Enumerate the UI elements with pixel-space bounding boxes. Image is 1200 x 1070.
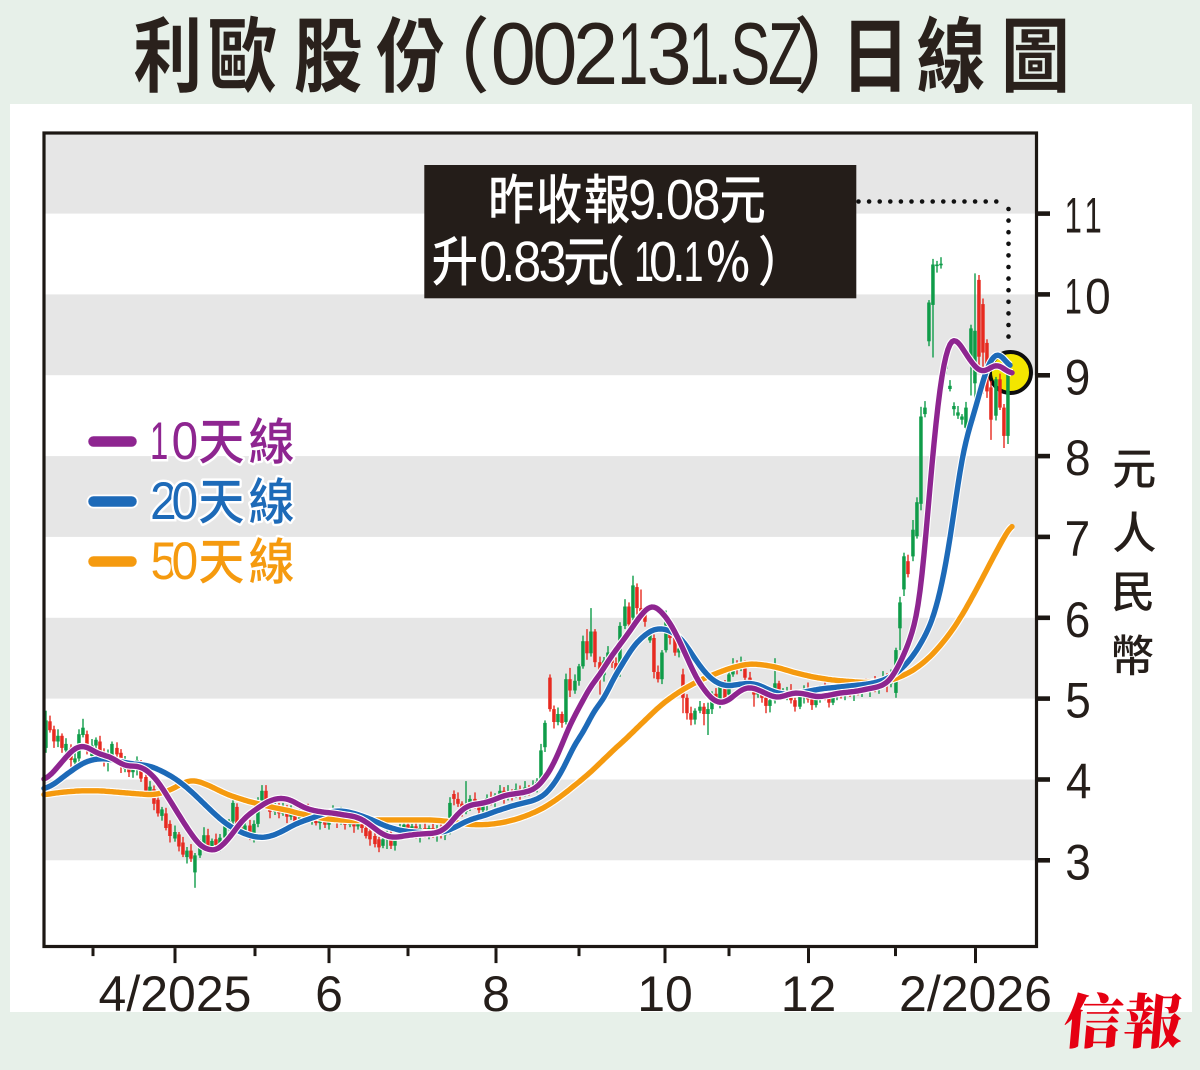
svg-text:5: 5	[151, 531, 178, 591]
svg-text:2: 2	[150, 471, 177, 531]
svg-text:1: 1	[684, 231, 704, 295]
svg-text:6: 6	[1065, 593, 1091, 648]
svg-text:2/2026: 2/2026	[899, 966, 1052, 1022]
svg-text:1: 1	[689, 5, 719, 104]
svg-text:1: 1	[1065, 187, 1082, 243]
svg-text:4/2025: 4/2025	[99, 966, 252, 1022]
svg-text:1: 1	[150, 412, 168, 471]
svg-text:7: 7	[1065, 512, 1091, 567]
svg-text:0: 0	[172, 531, 199, 591]
svg-text:8: 8	[513, 230, 541, 294]
svg-text:1: 1	[150, 412, 168, 471]
svg-text:0: 0	[649, 230, 677, 294]
svg-text:.: .	[501, 230, 515, 294]
svg-text:.: .	[653, 168, 667, 232]
svg-text:4: 4	[1066, 755, 1092, 810]
svg-text:12: 12	[781, 966, 837, 1022]
svg-text:1: 1	[1085, 187, 1102, 243]
svg-text:9: 9	[628, 168, 656, 232]
svg-text:10: 10	[637, 966, 693, 1022]
svg-text:0: 0	[1085, 270, 1111, 325]
svg-text:9: 9	[1065, 351, 1091, 406]
svg-text:0: 0	[172, 471, 199, 531]
svg-text:2: 2	[573, 4, 618, 103]
svg-text:1: 1	[1065, 268, 1082, 324]
svg-text:0: 0	[532, 4, 577, 103]
svg-text:S: S	[730, 4, 770, 102]
svg-text:1: 1	[634, 231, 654, 295]
svg-text:0: 0	[172, 411, 199, 471]
svg-text:3: 3	[647, 4, 692, 103]
svg-text:0: 0	[172, 411, 199, 471]
svg-text:.: .	[672, 230, 686, 294]
svg-text:8: 8	[693, 168, 721, 232]
svg-text:0: 0	[172, 471, 199, 531]
svg-text:3: 3	[1065, 836, 1091, 891]
svg-text:0: 0	[479, 230, 507, 294]
svg-text:8: 8	[482, 966, 510, 1022]
svg-text:2: 2	[150, 471, 177, 531]
svg-text:0: 0	[172, 531, 199, 591]
svg-text:0: 0	[666, 168, 694, 232]
svg-text:0: 0	[491, 4, 536, 103]
svg-text:6: 6	[315, 966, 343, 1022]
svg-text:8: 8	[1065, 431, 1091, 486]
svg-text:5: 5	[1065, 674, 1091, 729]
svg-text:1: 1	[618, 5, 648, 104]
svg-text:.: .	[712, 4, 734, 103]
svg-text:Z: Z	[768, 5, 803, 103]
svg-text:5: 5	[151, 531, 178, 591]
svg-text:3: 3	[539, 230, 567, 294]
